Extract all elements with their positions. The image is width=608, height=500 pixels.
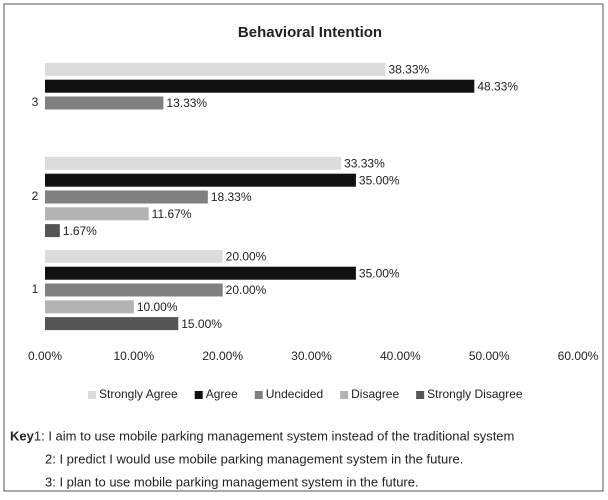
bar <box>45 249 223 263</box>
data-label: 33.33% <box>344 157 385 171</box>
data-label: 35.00% <box>359 266 400 280</box>
bar <box>45 224 60 238</box>
bar <box>45 62 386 76</box>
y-tick-label: 3 <box>32 95 39 109</box>
data-label: 11.67% <box>152 207 192 221</box>
data-label: 48.33% <box>477 79 518 93</box>
chart-border <box>3 3 604 492</box>
x-tick-label: 50.00% <box>469 349 510 363</box>
x-tick-label: 30.00% <box>291 349 332 363</box>
data-label: 20.00% <box>226 283 267 297</box>
x-tick-label: 60.00% <box>558 349 599 363</box>
key-line: 2: I predict I would use mobile parking … <box>45 451 463 466</box>
legend-swatch <box>254 391 263 399</box>
legend-label: Strongly Disagree <box>427 387 523 401</box>
legend-swatch <box>194 391 203 399</box>
data-label: 20.00% <box>226 250 267 264</box>
y-tick-label: 1 <box>32 282 39 296</box>
key-label: Key <box>10 428 35 443</box>
chart-title: Behavioral Intention <box>238 24 382 41</box>
bar <box>45 300 134 314</box>
bar <box>45 156 342 170</box>
legend-swatch <box>416 391 425 399</box>
x-tick-label: 10.00% <box>113 349 154 363</box>
data-label: 38.33% <box>388 63 429 77</box>
bar <box>45 317 179 331</box>
legend-swatch <box>340 391 349 399</box>
bar <box>45 173 356 187</box>
key-line: 3: I plan to use mobile parking manageme… <box>45 474 419 489</box>
bar <box>45 190 208 204</box>
x-tick-label: 20.00% <box>202 349 243 363</box>
bar <box>45 283 223 297</box>
data-label: 18.33% <box>211 190 252 204</box>
data-label: 15.00% <box>181 317 222 331</box>
x-tick-label: 0.00% <box>28 349 62 363</box>
bar <box>45 96 164 110</box>
legend-swatch <box>88 391 96 399</box>
legend-label: Agree <box>206 387 238 401</box>
data-label: 1.67% <box>63 224 97 238</box>
bar <box>45 79 475 93</box>
key-line: 1: I aim to use mobile parking managemen… <box>34 428 515 443</box>
legend-label: Strongly Agree <box>99 387 178 401</box>
bar <box>45 266 356 280</box>
bar <box>45 207 149 221</box>
data-label: 35.00% <box>359 173 400 187</box>
data-label: 13.33% <box>166 96 207 110</box>
y-tick-label: 2 <box>32 189 39 203</box>
x-tick-label: 40.00% <box>380 349 421 363</box>
data-label: 10.00% <box>137 300 178 314</box>
legend-label: Disagree <box>351 387 399 401</box>
legend-label: Undecided <box>266 387 323 401</box>
